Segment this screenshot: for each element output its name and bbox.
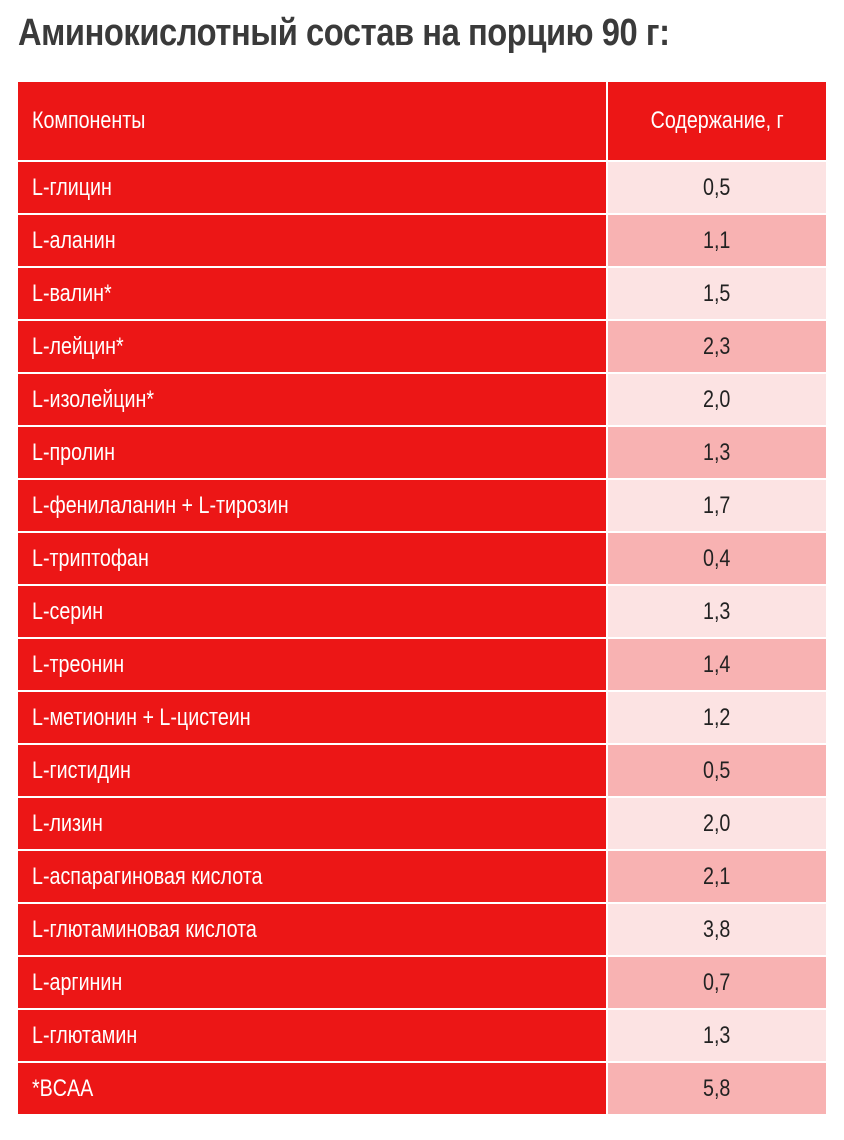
table-row: L-гистидин 0,5 — [18, 745, 826, 798]
content-value-cell: 2,1 — [608, 851, 826, 902]
component-name: L-гистидин — [32, 756, 131, 784]
component-name: L-треонин — [32, 650, 125, 678]
table-row: L-аспарагиновая кислота 2,1 — [18, 851, 826, 904]
table-row: L-валин* 1,5 — [18, 268, 826, 321]
content-value: 5,8 — [703, 1074, 731, 1102]
table-row: L-лейцин* 2,3 — [18, 321, 826, 374]
component-name: L-валин* — [32, 279, 112, 307]
component-name-cell: L-фенилаланин + L-тирозин — [18, 480, 608, 531]
page-title: Аминокислотный состав на порцию 90 г: — [18, 12, 670, 54]
content-value: 1,2 — [703, 703, 731, 731]
content-value: 2,0 — [703, 809, 731, 837]
content-value-cell: 2,3 — [608, 321, 826, 372]
content-value: 1,1 — [703, 226, 731, 254]
component-name-cell: L-глютамин — [18, 1010, 608, 1061]
table-row: L-триптофан 0,4 — [18, 533, 826, 586]
header-content-label: Содержание, г — [650, 107, 784, 134]
table-row: L-серин 1,3 — [18, 586, 826, 639]
content-value-cell: 5,8 — [608, 1063, 826, 1114]
component-name: L-метионин + L-цистеин — [32, 703, 251, 731]
component-name: L-пролин — [32, 438, 115, 466]
table-row: L-аланин 1,1 — [18, 215, 826, 268]
component-name: L-аланин — [32, 226, 116, 254]
content-value-cell: 1,3 — [608, 1010, 826, 1061]
content-value-cell: 1,3 — [608, 427, 826, 478]
content-value-cell: 2,0 — [608, 798, 826, 849]
table-row: L-изолейцин* 2,0 — [18, 374, 826, 427]
amino-acid-table: Компоненты Содержание, г L-глицин 0,5 L-ал… — [18, 82, 826, 1116]
component-name-cell: L-аланин — [18, 215, 608, 266]
component-name: L-глютаминовая кислота — [32, 915, 257, 943]
component-name-cell: L-лейцин* — [18, 321, 608, 372]
content-value-cell: 2,0 — [608, 374, 826, 425]
content-value: 0,5 — [703, 173, 731, 201]
content-value-cell: 0,7 — [608, 957, 826, 1008]
table-row: L-глютаминовая кислота 3,8 — [18, 904, 826, 957]
component-name-cell: L-пролин — [18, 427, 608, 478]
content-value-cell: 0,4 — [608, 533, 826, 584]
component-name: L-лизин — [32, 809, 103, 837]
component-name: L-изолейцин* — [32, 385, 155, 413]
component-name-cell: L-гистидин — [18, 745, 608, 796]
component-name-cell: L-глютаминовая кислота — [18, 904, 608, 955]
content-value: 0,5 — [703, 756, 731, 784]
table-header-row: Компоненты Содержание, г — [18, 82, 826, 162]
content-value: 2,0 — [703, 385, 731, 413]
component-name-cell: L-триптофан — [18, 533, 608, 584]
content-value-cell: 3,8 — [608, 904, 826, 955]
content-value-cell: 1,7 — [608, 480, 826, 531]
component-name: L-серин — [32, 597, 104, 625]
content-value: 0,4 — [703, 544, 731, 572]
component-name-cell: L-валин* — [18, 268, 608, 319]
content-value-cell: 1,5 — [608, 268, 826, 319]
component-name-cell: *BCAA — [18, 1063, 608, 1114]
content-value: 1,5 — [703, 279, 731, 307]
content-value: 1,3 — [703, 597, 731, 625]
content-value: 1,3 — [703, 438, 731, 466]
header-content: Содержание, г — [608, 82, 826, 160]
table-row: L-аргинин 0,7 — [18, 957, 826, 1010]
component-name: L-триптофан — [32, 544, 149, 572]
component-name: *BCAA — [32, 1074, 94, 1102]
content-value-cell: 1,2 — [608, 692, 826, 743]
table-row: L-треонин 1,4 — [18, 639, 826, 692]
content-value-cell: 1,1 — [608, 215, 826, 266]
content-value-cell: 1,4 — [608, 639, 826, 690]
content-value: 2,1 — [703, 862, 731, 890]
component-name-cell: L-изолейцин* — [18, 374, 608, 425]
component-name: L-глютамин — [32, 1021, 138, 1049]
component-name-cell: L-аспарагиновая кислота — [18, 851, 608, 902]
component-name: L-фенилаланин + L-тирозин — [32, 491, 289, 519]
content-value: 2,3 — [703, 332, 731, 360]
header-component: Компоненты — [18, 82, 608, 160]
component-name-cell: L-серин — [18, 586, 608, 637]
component-name: L-глицин — [32, 173, 112, 201]
header-component-label: Компоненты — [32, 107, 146, 134]
content-value: 3,8 — [703, 915, 731, 943]
table-row: L-глютамин 1,3 — [18, 1010, 826, 1063]
component-name: L-аспарагиновая кислота — [32, 862, 263, 890]
component-name: L-аргинин — [32, 968, 123, 996]
component-name-cell: L-треонин — [18, 639, 608, 690]
content-value-cell: 0,5 — [608, 162, 826, 213]
content-value-cell: 1,3 — [608, 586, 826, 637]
component-name-cell: L-лизин — [18, 798, 608, 849]
component-name: L-лейцин* — [32, 332, 124, 360]
content-value: 1,4 — [703, 650, 731, 678]
table-row: L-глицин 0,5 — [18, 162, 826, 215]
content-value: 0,7 — [703, 968, 731, 996]
component-name-cell: L-глицин — [18, 162, 608, 213]
content-value: 1,7 — [703, 491, 731, 519]
component-name-cell: L-метионин + L-цистеин — [18, 692, 608, 743]
table-row: *BCAA 5,8 — [18, 1063, 826, 1116]
table-row: L-фенилаланин + L-тирозин 1,7 — [18, 480, 826, 533]
table-row: L-лизин 2,0 — [18, 798, 826, 851]
content-value: 1,3 — [703, 1021, 731, 1049]
table-row: L-метионин + L-цистеин 1,2 — [18, 692, 826, 745]
component-name-cell: L-аргинин — [18, 957, 608, 1008]
table-row: L-пролин 1,3 — [18, 427, 826, 480]
content-value-cell: 0,5 — [608, 745, 826, 796]
